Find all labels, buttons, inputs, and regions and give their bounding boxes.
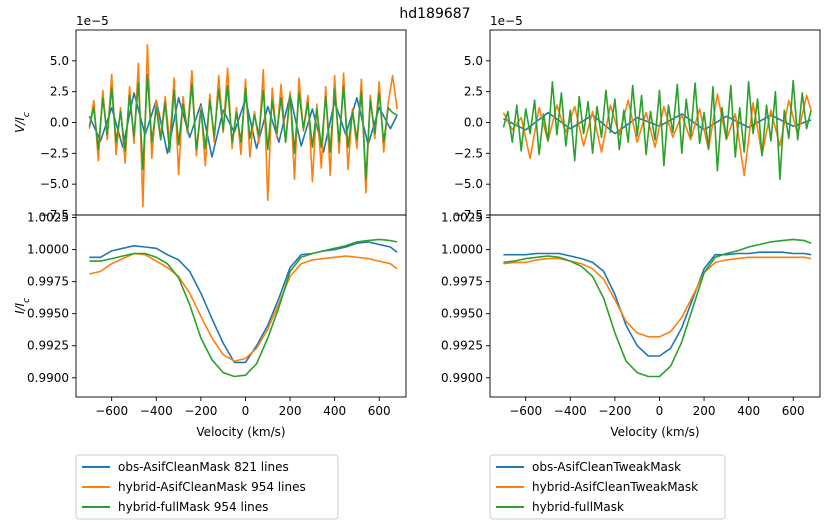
right-stokes-i-ytick-label: 0.9950	[441, 307, 483, 321]
right-stokes-v-series-2-line	[502, 79, 812, 180]
left-legend-entry-1-label: hybrid-AsifCleanMask 954 lines	[118, 480, 306, 494]
axis-label-subscript: c	[22, 112, 32, 117]
left-stokes-i-xtick-label: 0	[242, 404, 250, 418]
left-stokes-i-ytick-label: 1.0025	[27, 211, 69, 225]
right-stokes-i-ytick-label: 1.0000	[441, 243, 483, 257]
right-stokes-i-ytick-label: 1.0025	[441, 211, 483, 225]
right-stokes-i-series-1-line	[503, 256, 812, 338]
left-stokes-i-ytick-label: 1.0000	[27, 243, 69, 257]
right-stokes-i-xtick-label: 200	[693, 404, 716, 418]
left-stokes-i-ytick-label: 0.9950	[27, 307, 69, 321]
right-legend-entry-1-label: hybrid-AsifCleanTweakMask	[532, 480, 698, 494]
right-stokes-v-ytick-label: −2.5	[454, 146, 483, 160]
left-legend: obs-AsifCleanMask 821 lines hybrid-AsifCl…	[75, 454, 339, 520]
left-stokes-v-ytick-label: 5.0	[50, 54, 69, 68]
right-stokes-i-xtick-label: −600	[509, 404, 542, 418]
right-stokes-v-axes: −7.5 −5.0 −2.5 0.0 2.5 5.0 1e−5	[454, 14, 821, 222]
left-stokes-v-ytick-label: −2.5	[40, 146, 69, 160]
axis-label-subscript: c	[22, 298, 32, 303]
right-stokes-v-ytick-label: 5.0	[464, 54, 483, 68]
right-legend-frame	[489, 454, 726, 520]
left-legend-frame	[75, 454, 339, 520]
right-stokes-i-axes: 0.9900 0.9925 0.9950 0.9975 1.0000 1.0025 −600…	[441, 211, 821, 439]
left-stokes-i-xtick-label: −200	[184, 404, 217, 418]
right-stokes-i-ytick-label: 0.9975	[441, 275, 483, 289]
legends: obs-AsifCleanMask 821 lines hybrid-AsifCl…	[75, 454, 726, 520]
right-stokes-i-xtick-label: −400	[554, 404, 587, 418]
right-stokes-v-ytick-label: 0.0	[464, 116, 483, 130]
left-stokes-i-xtick-label: −400	[140, 404, 173, 418]
right-legend-entry-2-label: hybrid-fullMask	[532, 500, 624, 514]
left-stokes-v-ytick-label: −5.0	[40, 177, 69, 191]
right-stokes-v-ytick-label: −7.5	[454, 208, 483, 222]
left-stokes-i-axes: 0.9900 0.9925 0.9950 0.9975 1.0000 1.0025 −600…	[13, 211, 407, 439]
left-stokes-i-ytick-label: 0.9900	[27, 371, 69, 385]
left-stokes-i-xtick-label: 600	[368, 404, 391, 418]
left-stokes-i-xtick-label: 400	[323, 404, 346, 418]
right-stokes-v-offset-text: 1e−5	[490, 14, 523, 28]
left-stokes-i-ytick-label: 0.9975	[27, 275, 69, 289]
right-stokes-i-ytick-label: 0.9925	[441, 339, 483, 353]
left-stokes-i-series-0-line	[89, 241, 398, 364]
plot-area: −7.5−5.0−2.50.02.55.01e−5V/Ic−7.5−5.0−2.…	[13, 14, 821, 439]
right-stokes-v-ytick-label: 2.5	[464, 85, 483, 99]
right-stokes-i-ytick-label: 0.9900	[441, 371, 483, 385]
left-stokes-i-xtick-label: 200	[279, 404, 302, 418]
left-stokes-v-ytick-label: −7.5	[40, 208, 69, 222]
left-stokes-i-series-2-line	[89, 238, 398, 378]
left-stokes-i-xlabel: Velocity (km/s)	[196, 425, 285, 439]
right-stokes-i-xtick-label: 400	[737, 404, 760, 418]
left-stokes-i-xtick-label: −600	[95, 404, 128, 418]
figure-title: hd189687	[399, 6, 470, 22]
left-stokes-v-series-0-line	[88, 92, 398, 158]
right-stokes-i-xtick-label: −200	[598, 404, 631, 418]
right-legend: obs-AsifCleanTweakMask hybrid-AsifCleanTw…	[489, 454, 726, 520]
left-stokes-v-ytick-label: 0.0	[50, 116, 69, 130]
left-legend-entry-2-label: hybrid-fullMask 954 lines	[118, 500, 268, 514]
left-stokes-i-frame	[75, 214, 407, 398]
right-stokes-i-xtick-label: 0	[656, 404, 664, 418]
left-stokes-v-series-2-line	[88, 73, 398, 180]
left-stokes-i-ytick-label: 0.9925	[27, 339, 69, 353]
left-stokes-v-axes: −7.5−5.0−2.50.02.55.01e−5V/Ic	[13, 14, 407, 222]
right-stokes-i-series-0-line	[503, 251, 812, 357]
right-stokes-i-series-2-line	[503, 238, 812, 378]
right-stokes-i-frame	[489, 214, 821, 398]
right-legend-entry-0-label: obs-AsifCleanTweakMask	[532, 460, 681, 474]
right-stokes-i-xtick-label: 600	[782, 404, 805, 418]
left-legend-entry-0-label: obs-AsifCleanMask 821 lines	[118, 460, 289, 474]
left-stokes-v-ytick-label: 2.5	[50, 85, 69, 99]
right-stokes-i-xlabel: Velocity (km/s)	[610, 425, 699, 439]
right-stokes-v-ytick-label: −5.0	[454, 177, 483, 191]
left-stokes-v-offset-text: 1e−5	[76, 14, 109, 28]
